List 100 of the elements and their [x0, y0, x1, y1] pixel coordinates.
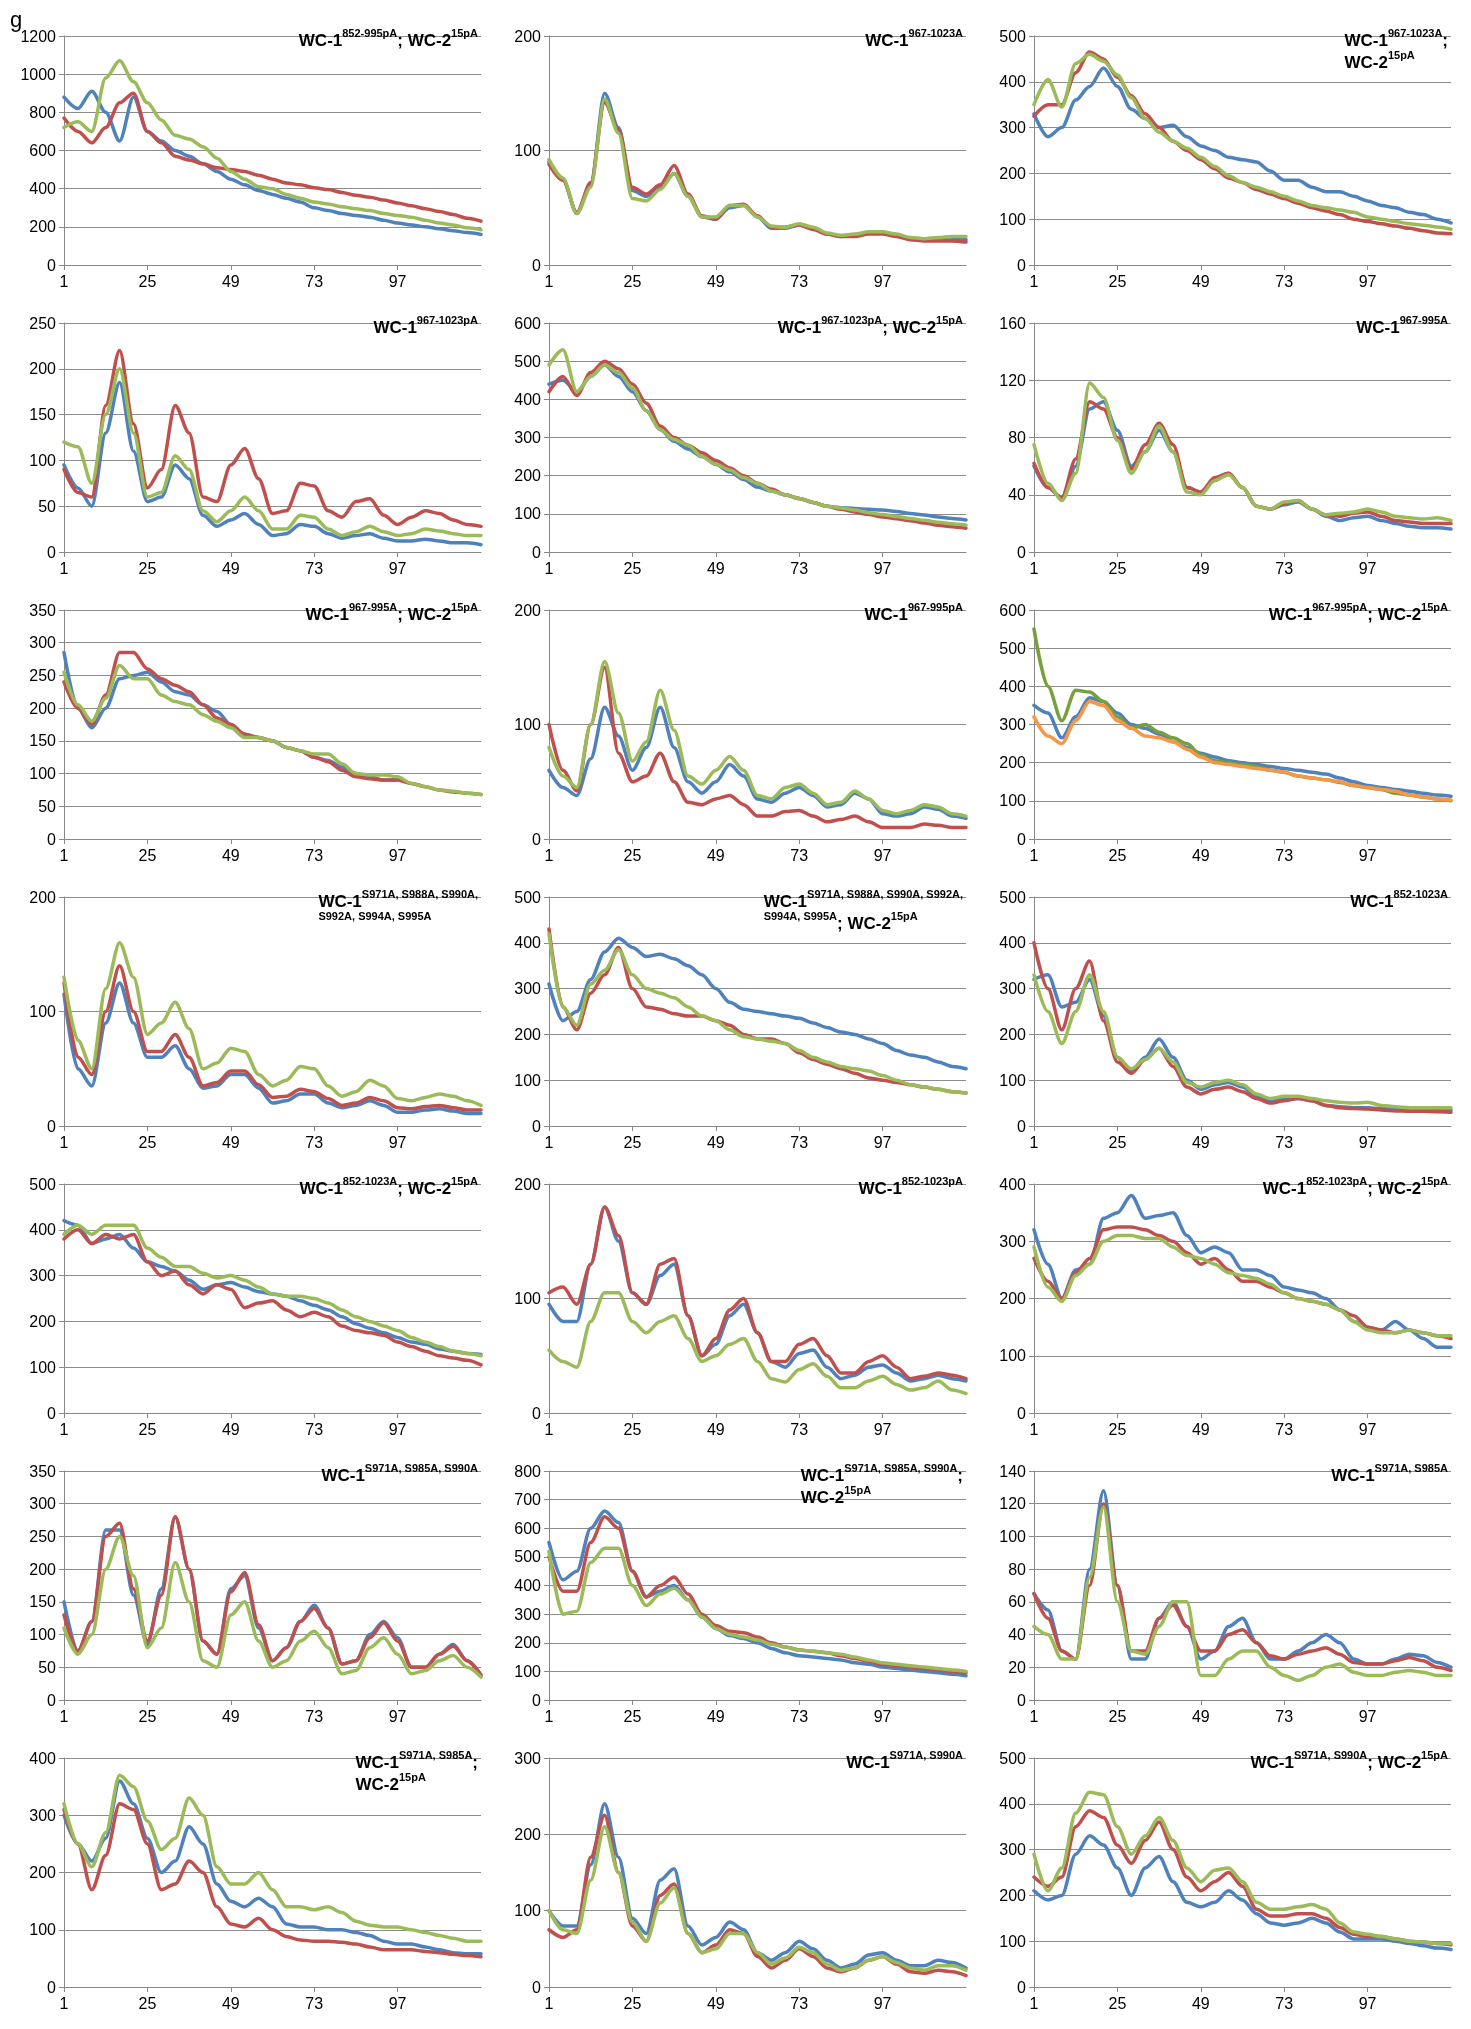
y-tick-label: 250	[29, 666, 57, 684]
y-tick-label: 0	[532, 1404, 542, 1422]
x-tick-label: 49	[221, 846, 240, 864]
y-tick-label: 300	[29, 1806, 57, 1824]
y-tick-label: 200	[999, 1290, 1027, 1307]
y-tick-label: 500	[514, 352, 542, 370]
x-tick-label: 1	[1029, 559, 1039, 577]
y-tick-label: 0	[532, 256, 542, 274]
line-series	[62, 59, 483, 232]
x-tick-label: 1	[544, 1707, 554, 1725]
x-tick-label: 49	[1191, 1133, 1210, 1151]
x-tick-label: 1	[1029, 272, 1039, 290]
x-tick-label: 25	[138, 272, 157, 290]
y-tick-label: 40	[1008, 1626, 1027, 1644]
y-tick-label: 300	[29, 1495, 57, 1513]
y-tick-label: 300	[514, 980, 542, 998]
y-tick-label: 0	[1017, 256, 1027, 274]
x-tick-label: 49	[706, 559, 725, 577]
x-tick-label: 73	[305, 1133, 324, 1151]
x-tick-label: 73	[1275, 272, 1294, 290]
y-tick-label: 0	[1017, 1691, 1027, 1709]
x-tick-label: 25	[1108, 272, 1127, 290]
y-tick-label: 400	[514, 1577, 542, 1594]
y-tick-label: 1000	[20, 65, 57, 83]
x-tick-label: 49	[221, 559, 240, 577]
y-tick-label: 0	[1017, 1117, 1027, 1135]
x-tick-label: 1	[1029, 846, 1039, 864]
y-tick-label: 250	[29, 1527, 57, 1545]
x-tick-label: 25	[623, 272, 642, 290]
x-tick-label: 25	[138, 1707, 157, 1725]
y-tick-label: 80	[1008, 1560, 1027, 1578]
y-tick-label: 0	[47, 1978, 57, 1996]
x-tick-label: 1	[1029, 1133, 1039, 1151]
x-tick-label: 73	[1275, 846, 1294, 864]
y-tick-label: 200	[29, 1560, 57, 1578]
x-tick-label: 97	[1358, 1994, 1377, 2012]
y-tick-label: 400	[999, 1175, 1027, 1193]
x-tick-label: 73	[305, 1994, 324, 2012]
x-tick-label: 97	[1358, 1707, 1377, 1725]
line-series	[547, 1291, 968, 1396]
x-tick-label: 97	[388, 559, 407, 577]
y-tick-label: 200	[999, 1886, 1027, 1904]
y-tick-label: 300	[29, 634, 57, 652]
x-tick-label: 73	[305, 1707, 324, 1725]
x-tick-label: 25	[1108, 559, 1127, 577]
y-tick-label: 700	[514, 1491, 542, 1509]
x-tick-label: 25	[138, 1420, 157, 1438]
y-tick-label: 100	[514, 716, 542, 733]
x-tick-label: 49	[221, 1133, 240, 1151]
y-tick-label: 0	[532, 543, 542, 561]
x-tick-label: 73	[305, 272, 324, 290]
x-tick-label: 97	[873, 846, 892, 864]
y-tick-label: 80	[1008, 429, 1027, 446]
x-tick-label: 97	[1358, 1133, 1377, 1151]
y-tick-label: 200	[999, 754, 1027, 772]
y-tick-label: 200	[514, 1634, 542, 1652]
x-tick-label: 49	[221, 1994, 240, 2012]
x-tick-label: 73	[790, 1133, 809, 1151]
x-tick-label: 1	[59, 1707, 69, 1725]
x-tick-label: 73	[1275, 1707, 1294, 1725]
y-tick-label: 100	[29, 765, 57, 783]
y-tick-label: 100	[999, 1527, 1027, 1545]
y-tick-label: 140	[999, 1462, 1027, 1480]
line-series	[547, 936, 968, 1071]
x-tick-label: 49	[1191, 272, 1210, 290]
y-tick-label: 400	[29, 1221, 57, 1239]
x-tick-label: 49	[706, 846, 725, 864]
x-tick-label: 1	[1029, 1707, 1039, 1725]
y-tick-label: 800	[29, 103, 57, 121]
y-tick-label: 400	[29, 1749, 57, 1767]
y-tick-label: 500	[999, 27, 1027, 45]
y-tick-label: 200	[29, 1312, 57, 1330]
y-tick-label: 100	[514, 142, 542, 159]
y-tick-label: 200	[514, 1025, 542, 1043]
x-tick-label: 25	[1108, 846, 1127, 864]
y-tick-label: 300	[999, 1232, 1027, 1250]
x-tick-label: 1	[1029, 1420, 1039, 1438]
x-tick-label: 25	[1108, 1133, 1127, 1151]
x-tick-label: 97	[388, 1420, 407, 1438]
x-tick-label: 25	[138, 1133, 157, 1151]
y-tick-label: 300	[999, 119, 1027, 137]
y-tick-label: 200	[514, 1825, 542, 1843]
y-tick-label: 500	[514, 888, 542, 906]
x-tick-label: 49	[706, 1707, 725, 1725]
y-tick-label: 0	[47, 1691, 57, 1709]
x-tick-label: 97	[1358, 559, 1377, 577]
x-tick-label: 25	[623, 1133, 642, 1151]
x-tick-label: 97	[873, 1133, 892, 1151]
x-tick-label: 1	[544, 1994, 554, 2012]
y-tick-label: 0	[47, 256, 57, 274]
y-tick-label: 400	[999, 73, 1027, 91]
y-tick-label: 0	[1017, 1978, 1027, 1996]
y-tick-label: 100	[514, 1902, 542, 1920]
y-tick-label: 350	[29, 601, 57, 619]
x-tick-label: 1	[544, 559, 554, 577]
y-tick-label: 0	[47, 1117, 57, 1135]
y-tick-label: 200	[29, 360, 57, 378]
line-series	[547, 705, 968, 821]
text: g	[10, 6, 23, 32]
y-tick-label: 200	[514, 601, 542, 619]
